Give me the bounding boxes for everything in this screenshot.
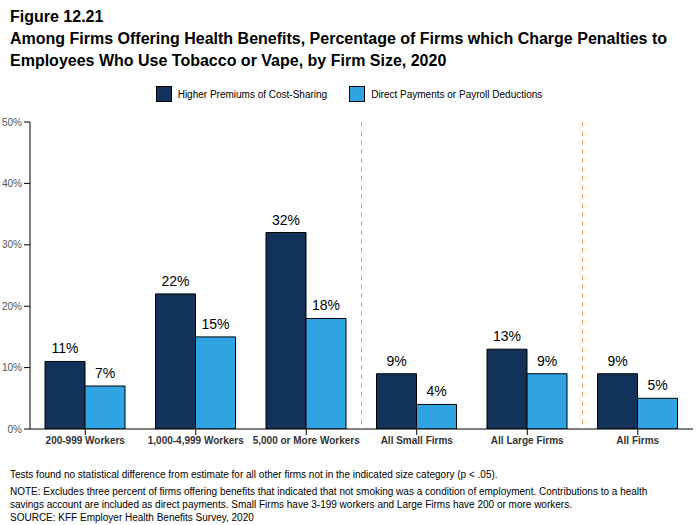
- svg-text:5,000 or More Workers: 5,000 or More Workers: [253, 435, 361, 446]
- html-text:Higher Premiums of Cost-Sharin: Higher Premiums of Cost-Sharing: [177, 88, 328, 100]
- svg-text:200-999 Workers: 200-999 Workers: [46, 435, 126, 446]
- svg-text:9%: 9%: [386, 353, 406, 369]
- svg-text:1,000-4,999 Workers: 1,000-4,999 Workers: [148, 435, 244, 446]
- svg-text:40%: 40%: [8, 178, 22, 189]
- svg-text:9%: 9%: [537, 353, 557, 369]
- svg-text:18%: 18%: [312, 297, 340, 313]
- svg-text:All Large Firms: All Large Firms: [491, 435, 564, 446]
- svg-text:22%: 22%: [161, 273, 189, 289]
- svg-text:11%: 11%: [52, 340, 79, 356]
- html-text:Tests found no statistical dif: Tests found no statistical difference fr…: [10, 469, 498, 480]
- svg-text:All Firms: All Firms: [616, 435, 659, 446]
- html-text:Figure 12.21: Figure 12.21: [10, 8, 104, 25]
- svg-text:9%: 9%: [607, 353, 627, 369]
- svg-text:13%: 13%: [493, 328, 521, 344]
- html-text:SOURCE: KFF Employer Health Be: SOURCE: KFF Employer Health Benefits Sur…: [10, 512, 254, 523]
- svg-text:10%: 10%: [8, 362, 22, 373]
- svg-text:50%: 50%: [8, 117, 22, 128]
- svg-text:0%: 0%: [8, 424, 22, 435]
- html-text:savings account are included a: savings account are included as direct p…: [10, 499, 572, 510]
- svg-text:All Small Firms: All Small Firms: [381, 435, 454, 446]
- html-text:Among Firms Offering Health Be: Among Firms Offering Health Benefits, Pe…: [10, 30, 667, 69]
- svg-text:30%: 30%: [8, 239, 22, 250]
- svg-text:4%: 4%: [426, 383, 446, 399]
- html-text:Direct Payments or Payroll Ded: Direct Payments or Payroll Deductions: [371, 88, 543, 100]
- svg-text:5%: 5%: [647, 377, 667, 393]
- svg-text:20%: 20%: [8, 301, 22, 312]
- svg-text:15%: 15%: [201, 316, 229, 332]
- html-text:NOTE: Excludes three percent o: NOTE: Excludes three percent of firms of…: [10, 486, 648, 497]
- svg-text:7%: 7%: [95, 365, 115, 381]
- svg-text:32%: 32%: [272, 212, 300, 228]
